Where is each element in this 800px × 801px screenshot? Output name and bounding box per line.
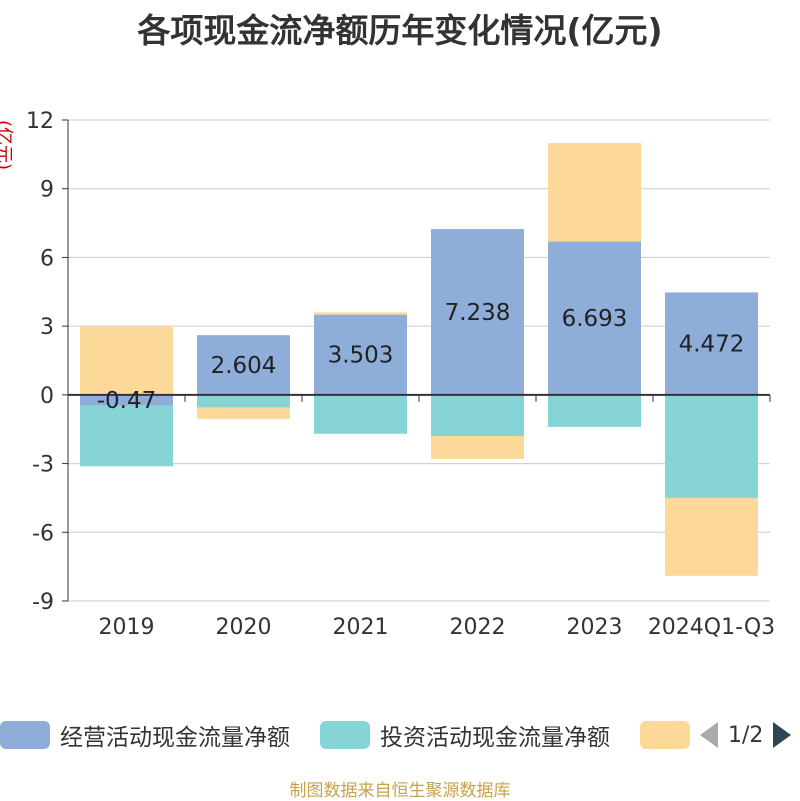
x-tick-label: 2024Q1-Q3 [648,615,775,640]
bar-segment-series-2[interactable] [314,312,407,315]
legend-item-operating[interactable]: 经营活动现金流量净额 [0,715,290,755]
bar-segment-series-1[interactable] [197,394,290,408]
data-label: 3.503 [328,343,394,369]
bar-segment-series-1[interactable] [548,394,641,427]
legend-pager: 1/2 [700,715,792,755]
y-tick-label: 0 [40,384,54,409]
y-tick-label: 6 [40,246,54,271]
grid-lines [68,119,770,602]
legend-swatch-investing [320,721,370,749]
chart-title: 各项现金流净额历年变化情况(亿元) [137,11,663,50]
y-tick-label: 12 [26,109,54,134]
bar-segment-series-0[interactable] [314,314,407,395]
legend-label-investing: 投资活动现金流量净额 [380,725,610,751]
bar-segment-series-2[interactable] [548,143,641,242]
bar-segment-series-1[interactable] [431,394,524,437]
y-tick-label: -9 [32,590,54,615]
x-tick-label: 2022 [450,615,506,640]
legend-next-page-icon[interactable] [773,722,792,748]
data-source-note: 制图数据来自恒生聚源数据库 [289,781,511,801]
legend-swatch-financing [640,721,690,749]
data-label: 2.604 [211,353,277,379]
data-label: 6.693 [562,306,628,332]
legend-item-financing[interactable] [640,715,690,755]
bar-segment-series-2[interactable] [197,407,290,419]
legend-page-indicator: 1/2 [728,722,764,748]
legend: 经营活动现金流量净额 投资活动现金流量净额 1/2 [0,715,800,755]
bar-segment-series-2[interactable] [80,326,173,395]
data-labels: -0.47 2.604 3.503 7.238 6.693 4.472 [97,300,745,414]
legend-label-operating: 经营活动现金流量净额 [60,725,290,751]
x-tick-label: 2023 [567,615,623,640]
bar-segment-series-1[interactable] [80,405,173,467]
y-tick-label: -3 [32,453,54,478]
y-tick-label: -6 [32,521,54,546]
bar-segment-series-0[interactable] [197,335,290,395]
bar-segment-series-1[interactable] [665,394,758,498]
bar-segment-series-0[interactable] [548,241,641,395]
x-tick-label: 2021 [333,615,389,640]
legend-prev-page-icon[interactable] [700,722,718,748]
bar-segment-series-0[interactable] [665,292,758,395]
bar-segment-series-0[interactable] [431,229,524,395]
data-label: -0.47 [97,388,157,414]
bars [80,143,758,576]
y-tick-label: 9 [40,178,54,203]
bar-segment-series-2[interactable] [665,497,758,576]
y-tick-label: 3 [40,315,54,340]
data-label: 4.472 [679,332,745,358]
legend-item-investing[interactable]: 投资活动现金流量净额 [320,715,610,755]
bar-segment-series-0[interactable] [80,394,173,406]
stacked-bar-chart: 12 9 6 3 0 -3 -6 -9 2019 2020 2021 2022 2023 2024Q1-Q… [26,109,775,640]
x-tick-label: 2019 [99,615,155,640]
x-tick-label: 2020 [216,615,272,640]
bar-segment-series-1[interactable] [314,394,407,434]
data-label: 7.238 [445,300,511,326]
legend-swatch-operating [0,721,50,749]
axes: 12 9 6 3 0 -3 -6 -9 2019 2020 2021 2022 2023 2024Q1-Q… [26,109,775,640]
bar-segment-series-2[interactable] [431,436,524,459]
